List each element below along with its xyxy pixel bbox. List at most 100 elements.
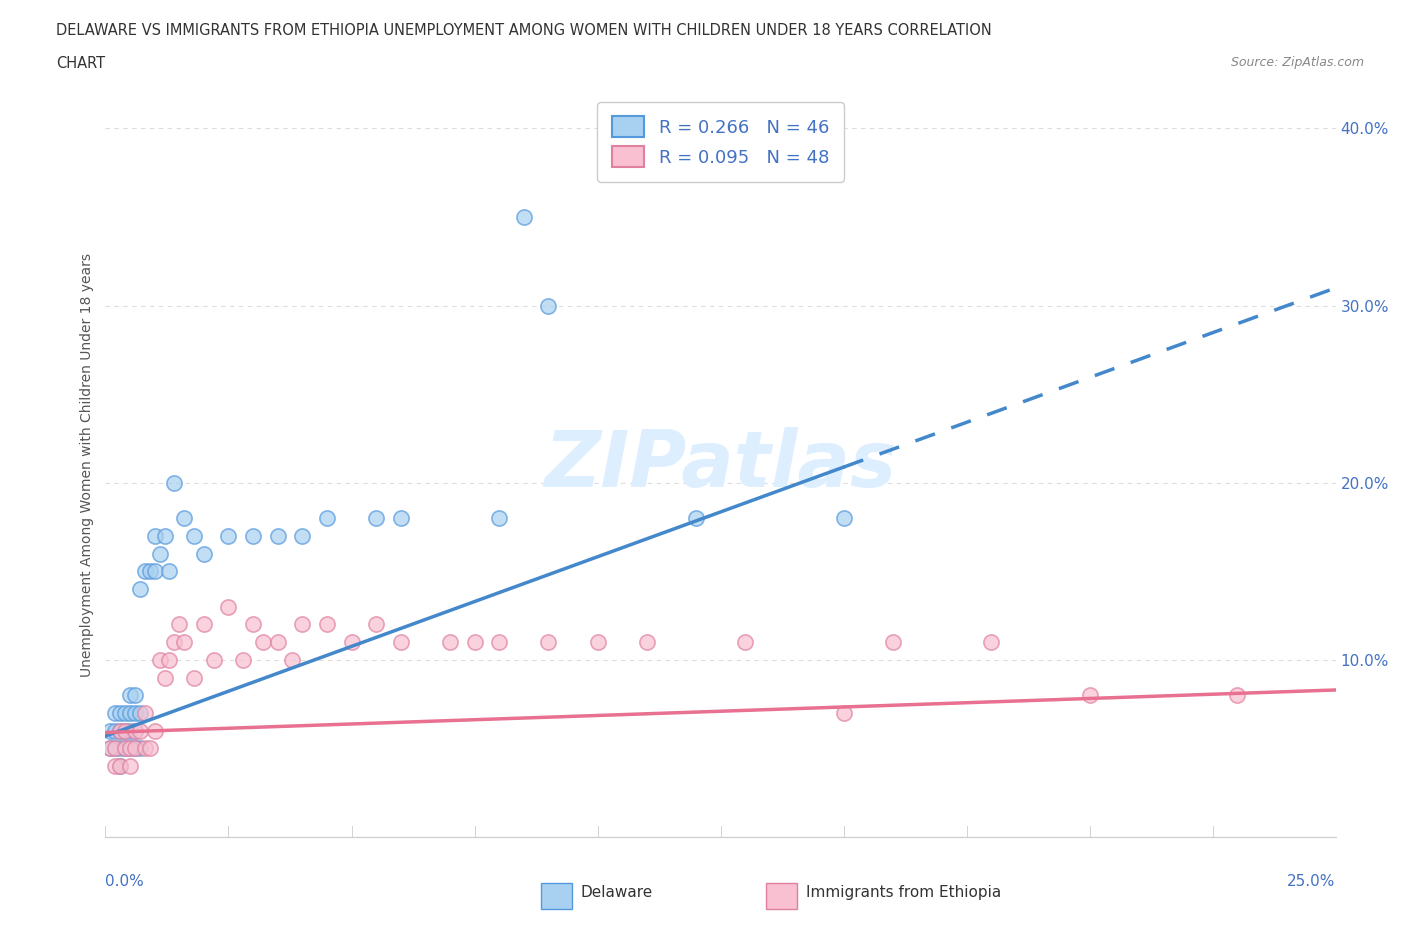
Point [218, 528, 240, 543]
Point [193, 617, 215, 631]
Point [120, 706, 141, 721]
Point [120, 741, 141, 756]
Point [114, 724, 136, 738]
Point [685, 511, 707, 525]
Point [104, 741, 127, 756]
Text: Source: ZipAtlas.com: Source: ZipAtlas.com [1230, 56, 1364, 69]
Point [464, 634, 486, 649]
Point [124, 688, 146, 703]
Point [193, 546, 215, 561]
Point [138, 741, 162, 756]
Point [143, 528, 166, 543]
Point [104, 759, 127, 774]
Point [110, 724, 132, 738]
Point [163, 475, 186, 490]
Point [202, 653, 225, 668]
Point [153, 528, 176, 543]
Point [537, 634, 560, 649]
Point [169, 617, 191, 631]
Point [159, 653, 180, 668]
Point [366, 511, 388, 525]
Point [98, 741, 122, 756]
Point [124, 724, 146, 738]
Point [120, 724, 141, 738]
Point [114, 724, 136, 738]
Point [1078, 688, 1101, 703]
Point [104, 706, 127, 721]
Point [173, 511, 195, 525]
Text: Immigrants from Ethiopia: Immigrants from Ethiopia [806, 885, 1001, 900]
Point [832, 511, 855, 525]
Point [488, 634, 510, 649]
Point [389, 634, 412, 649]
Text: 25.0%: 25.0% [1288, 874, 1336, 889]
Point [291, 617, 314, 631]
Point [832, 706, 855, 721]
Text: CHART: CHART [56, 56, 105, 71]
Text: 0.0%: 0.0% [105, 874, 145, 889]
Point [120, 759, 141, 774]
Point [267, 634, 290, 649]
Point [134, 741, 156, 756]
Point [242, 617, 264, 631]
Point [183, 671, 205, 685]
Point [242, 528, 264, 543]
Point [159, 564, 180, 578]
Point [149, 546, 172, 561]
Point [114, 741, 136, 756]
Point [218, 599, 240, 614]
Point [129, 724, 152, 738]
Text: ZIPatlas: ZIPatlas [544, 427, 897, 503]
Point [98, 741, 122, 756]
Point [1226, 688, 1249, 703]
Point [389, 511, 412, 525]
Point [110, 759, 132, 774]
Point [143, 724, 166, 738]
Point [124, 741, 146, 756]
Point [149, 653, 172, 668]
Point [183, 528, 205, 543]
Text: DELAWARE VS IMMIGRANTS FROM ETHIOPIA UNEMPLOYMENT AMONG WOMEN WITH CHILDREN UNDE: DELAWARE VS IMMIGRANTS FROM ETHIOPIA UNE… [56, 23, 993, 38]
Point [138, 564, 162, 578]
Point [586, 634, 609, 649]
Point [291, 528, 314, 543]
Point [110, 706, 132, 721]
Point [636, 634, 658, 649]
Point [129, 581, 152, 596]
Point [98, 724, 122, 738]
Point [120, 688, 141, 703]
Point [173, 634, 195, 649]
Point [129, 741, 152, 756]
Point [513, 209, 536, 224]
Point [439, 634, 461, 649]
Point [734, 634, 756, 649]
Y-axis label: Unemployment Among Women with Children Under 18 years: Unemployment Among Women with Children U… [80, 253, 94, 677]
Point [340, 634, 363, 649]
Point [281, 653, 304, 668]
Point [110, 759, 132, 774]
Point [104, 724, 127, 738]
Point [537, 299, 560, 313]
Point [124, 724, 146, 738]
Legend: R = 0.266   N = 46, R = 0.095   N = 48: R = 0.266 N = 46, R = 0.095 N = 48 [598, 102, 844, 181]
Point [134, 564, 156, 578]
Point [129, 706, 152, 721]
Point [488, 511, 510, 525]
Point [267, 528, 290, 543]
Text: Delaware: Delaware [581, 885, 652, 900]
Point [366, 617, 388, 631]
Point [232, 653, 254, 668]
Point [110, 724, 132, 738]
Point [124, 741, 146, 756]
Point [252, 634, 274, 649]
Point [315, 617, 337, 631]
Point [315, 511, 337, 525]
Point [980, 634, 1002, 649]
Point [120, 741, 141, 756]
Point [143, 564, 166, 578]
Point [104, 741, 127, 756]
Point [134, 706, 156, 721]
Point [153, 671, 176, 685]
Point [114, 706, 136, 721]
Point [110, 741, 132, 756]
